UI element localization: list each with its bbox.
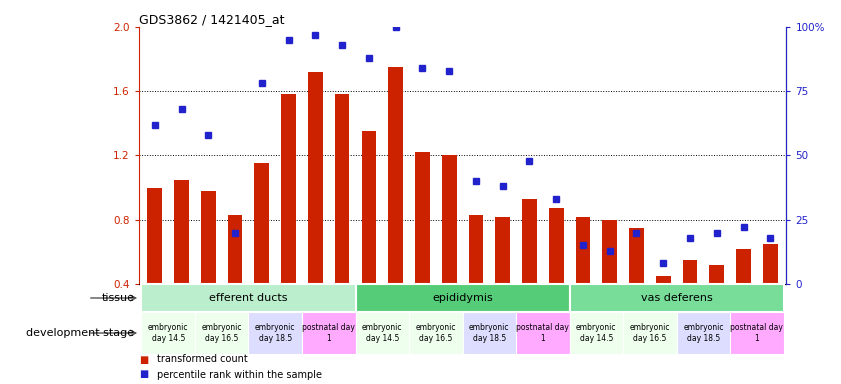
Bar [629, 228, 644, 284]
Text: ■: ■ [139, 354, 148, 364]
Bar [255, 164, 269, 284]
Bar [549, 209, 563, 284]
Bar [710, 265, 724, 284]
Bar [442, 156, 457, 284]
Text: postnatal day
1: postnatal day 1 [731, 323, 783, 343]
Bar [195, 312, 248, 354]
Text: vas deferens: vas deferens [641, 293, 712, 303]
Bar [147, 187, 162, 284]
Text: epididymis: epididymis [432, 293, 493, 303]
Bar [281, 94, 296, 284]
Bar [141, 284, 356, 312]
Bar [602, 220, 617, 284]
Text: embryonic
day 16.5: embryonic day 16.5 [202, 323, 242, 343]
Bar [656, 276, 670, 284]
Text: transformed count: transformed count [157, 354, 248, 364]
Bar [356, 284, 569, 312]
Bar [335, 94, 350, 284]
Bar [302, 312, 356, 354]
Bar [683, 260, 697, 284]
Bar [409, 312, 463, 354]
Bar [468, 215, 484, 284]
Bar [736, 249, 751, 284]
Bar [495, 217, 510, 284]
Text: embryonic
day 16.5: embryonic day 16.5 [630, 323, 670, 343]
Bar [516, 312, 569, 354]
Text: embryonic
day 18.5: embryonic day 18.5 [683, 323, 723, 343]
Bar [362, 131, 376, 284]
Text: embryonic
day 14.5: embryonic day 14.5 [362, 323, 403, 343]
Text: tissue: tissue [102, 293, 135, 303]
Text: GDS3862 / 1421405_at: GDS3862 / 1421405_at [139, 13, 284, 26]
Text: postnatal day
1: postnatal day 1 [302, 323, 355, 343]
Bar [730, 312, 784, 354]
Text: embryonic
day 14.5: embryonic day 14.5 [576, 323, 616, 343]
Bar [174, 180, 189, 284]
Text: embryonic
day 14.5: embryonic day 14.5 [148, 323, 188, 343]
Text: postnatal day
1: postnatal day 1 [516, 323, 569, 343]
Text: percentile rank within the sample: percentile rank within the sample [157, 369, 322, 379]
Bar [201, 191, 215, 284]
Text: development stage: development stage [26, 328, 135, 338]
Bar [763, 244, 778, 284]
Bar [522, 199, 537, 284]
Bar [677, 312, 730, 354]
Text: ■: ■ [139, 369, 148, 379]
Bar [623, 312, 677, 354]
Bar [356, 312, 409, 354]
Text: embryonic
day 16.5: embryonic day 16.5 [415, 323, 456, 343]
Bar [569, 312, 623, 354]
Bar [389, 67, 403, 284]
Bar [228, 215, 242, 284]
Bar [575, 217, 590, 284]
Bar [141, 312, 195, 354]
Bar [248, 312, 302, 354]
Bar [463, 312, 516, 354]
Text: efferent ducts: efferent ducts [209, 293, 288, 303]
Bar [308, 72, 323, 284]
Text: embryonic
day 18.5: embryonic day 18.5 [255, 323, 295, 343]
Text: embryonic
day 18.5: embryonic day 18.5 [469, 323, 510, 343]
Bar [569, 284, 784, 312]
Bar [415, 152, 430, 284]
